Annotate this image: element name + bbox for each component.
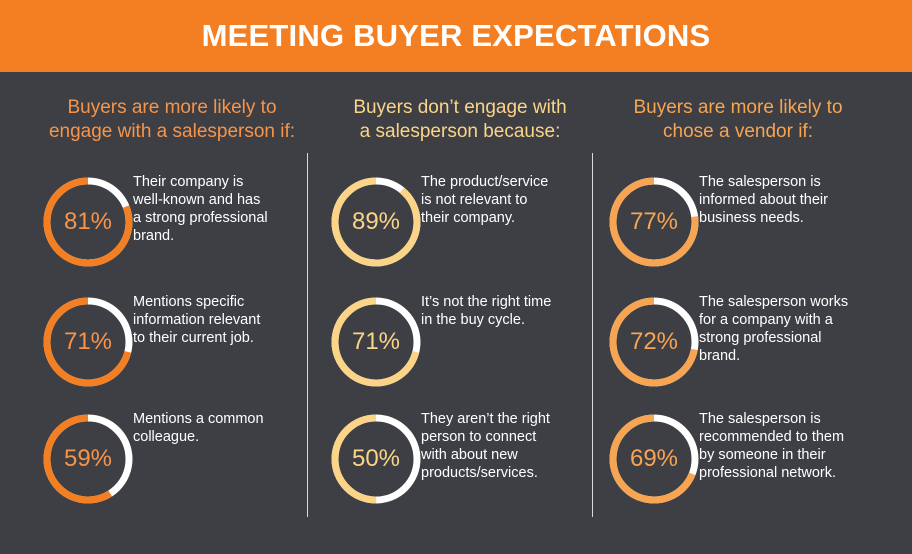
ring-progress-arc <box>43 414 133 504</box>
percent-value: 71% <box>63 328 113 355</box>
stat-description: Their company is well-known and has a st… <box>133 174 268 244</box>
stat-description: They aren’t the right person to connect … <box>421 411 550 481</box>
percent-ring <box>609 177 699 267</box>
ring-progress-arc <box>609 297 699 387</box>
percent-value: 59% <box>63 445 113 472</box>
page-title: MEETING BUYER EXPECTATIONS <box>201 18 711 53</box>
stat-description: The product/service is not relevant to t… <box>421 174 549 226</box>
column-divider-right <box>592 153 593 517</box>
ring-progress-arc <box>609 414 699 504</box>
stat-item: 89% The product/service is not relevant … <box>331 174 589 267</box>
percent-ring <box>43 177 133 267</box>
column-engage: Buyers are more likely to engage with a … <box>43 72 301 554</box>
column-title: Buyers are more likely to chose a vendor… <box>633 97 843 142</box>
stat-item: 77% The salesperson is informed about th… <box>609 174 867 267</box>
title-banner: MEETING BUYER EXPECTATIONS <box>0 0 912 72</box>
ring-progress-arc <box>609 177 699 267</box>
column-disengage: Buyers don’t engage with a salesperson b… <box>331 72 589 554</box>
percent-ring <box>43 414 133 504</box>
percent-value: 71% <box>351 328 401 355</box>
percent-value: 50% <box>351 445 401 472</box>
stat-item: 71% It’s not the right time in the buy c… <box>331 294 589 387</box>
stat-description: The salesperson is informed about their … <box>699 174 828 226</box>
percent-value: 77% <box>629 208 679 235</box>
ring-progress-arc <box>43 297 133 387</box>
stat-item: 50% They aren’t the right person to conn… <box>331 411 589 504</box>
column-title: Buyers are more likely to engage with a … <box>48 97 296 142</box>
column-vendor: Buyers are more likely to chose a vendor… <box>609 72 867 554</box>
stat-description: Mentions a common colleague. <box>133 411 264 445</box>
stat-description: Mentions specific information relevant t… <box>133 294 261 346</box>
percent-ring <box>331 297 421 387</box>
ring-progress-arc <box>43 177 133 267</box>
stat-item: 69% The salesperson is recommended to th… <box>609 411 867 504</box>
ring-progress-arc <box>331 297 421 387</box>
percent-ring <box>331 414 421 504</box>
stat-description: The salesperson works for a company with… <box>699 294 849 364</box>
percent-ring <box>331 177 421 267</box>
stat-item: 59% Mentions a common colleague. <box>43 411 301 504</box>
percent-ring <box>43 297 133 387</box>
column-divider-left <box>307 153 308 517</box>
stat-description: The salesperson is recommended to them b… <box>699 411 845 481</box>
percent-value: 89% <box>351 208 401 235</box>
stat-item: 81% Their company is well-known and has … <box>43 174 301 267</box>
stat-item: 71% Mentions specific information releva… <box>43 294 301 387</box>
percent-value: 69% <box>629 445 679 472</box>
percent-ring <box>609 414 699 504</box>
ring-progress-arc <box>331 177 421 267</box>
stat-item: 72% The salesperson works for a company … <box>609 294 867 387</box>
ring-progress-arc <box>331 414 421 504</box>
percent-ring <box>609 297 699 387</box>
stat-description: It’s not the right time in the buy cycle… <box>421 294 552 328</box>
percent-value: 81% <box>63 208 113 235</box>
column-title: Buyers don’t engage with a salesperson b… <box>353 97 567 142</box>
percent-value: 72% <box>629 328 679 355</box>
